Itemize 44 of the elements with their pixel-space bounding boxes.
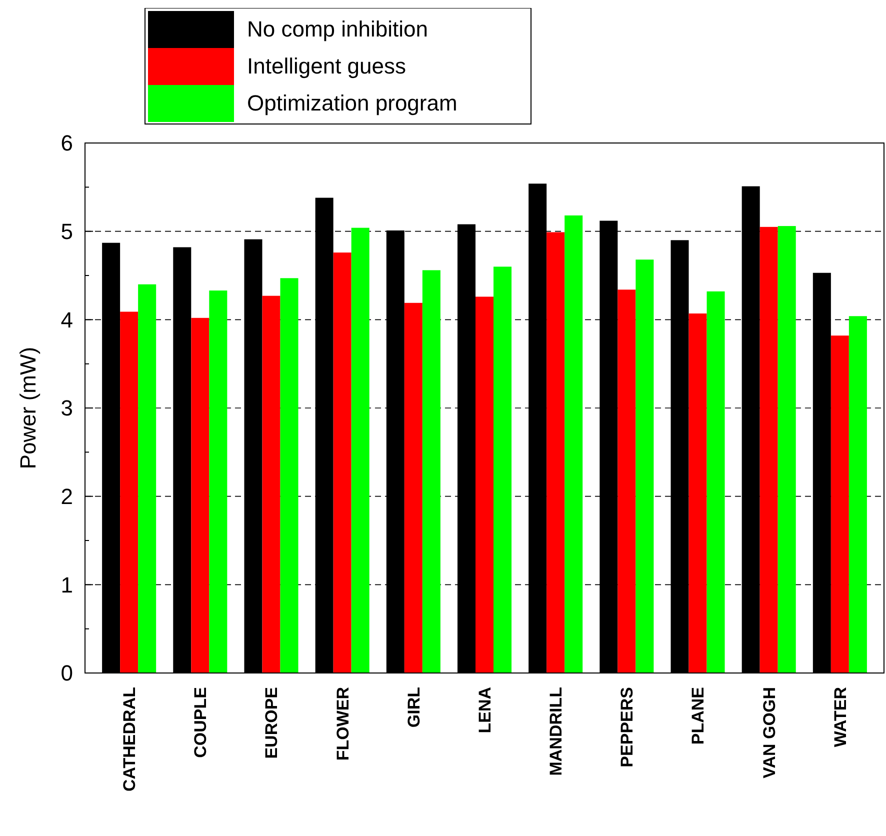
bar: [209, 290, 228, 673]
bar: [546, 232, 565, 673]
x-tick-label: PEPPERS: [618, 687, 637, 768]
bar: [404, 302, 422, 673]
x-tick-label: VAN GOGH: [760, 687, 779, 778]
x-tick-label: CATHEDRAL: [120, 687, 140, 792]
bar: [333, 252, 352, 673]
bar: [351, 228, 370, 673]
bar: [688, 313, 707, 673]
bar: [564, 215, 583, 673]
bar: [475, 296, 494, 673]
bar: [262, 296, 280, 673]
y-tick-label: 2: [60, 484, 73, 510]
bar: [830, 336, 849, 673]
y-tick-label: 6: [60, 130, 73, 156]
x-tick-label: FLOWER: [333, 687, 352, 761]
y-tick-label: 3: [60, 396, 73, 421]
legend-label: Optimization program: [247, 90, 458, 116]
bar: [778, 226, 796, 673]
x-tick-label: MANDRILL: [546, 687, 566, 776]
bar: [422, 270, 440, 673]
x-tick-label: GIRL: [404, 687, 424, 728]
bar: [280, 278, 298, 673]
y-tick-label: 5: [60, 219, 73, 244]
bar: [848, 316, 867, 673]
bar: [494, 266, 512, 673]
x-tick-label: LENA: [475, 687, 494, 734]
x-tick-label: EUROPE: [262, 687, 282, 759]
x-tick-label: COUPLE: [191, 687, 210, 758]
y-axis-title: Power (mW): [16, 346, 41, 470]
legend-label: No comp inhibition: [247, 16, 428, 42]
y-tick-label: 0: [60, 660, 73, 686]
bar: [618, 290, 636, 673]
x-tick-label: PLANE: [688, 687, 708, 745]
x-tick-label: WATER: [830, 687, 850, 748]
bar: [120, 312, 138, 673]
bar: [191, 318, 210, 673]
y-tick-label: 1: [60, 572, 73, 598]
bar: [760, 226, 778, 673]
legend-label: Intelligent guess: [247, 54, 406, 79]
y-tick-label: 4: [60, 307, 73, 332]
bar: [706, 291, 725, 673]
bar: [138, 284, 156, 673]
bar: [636, 260, 654, 673]
